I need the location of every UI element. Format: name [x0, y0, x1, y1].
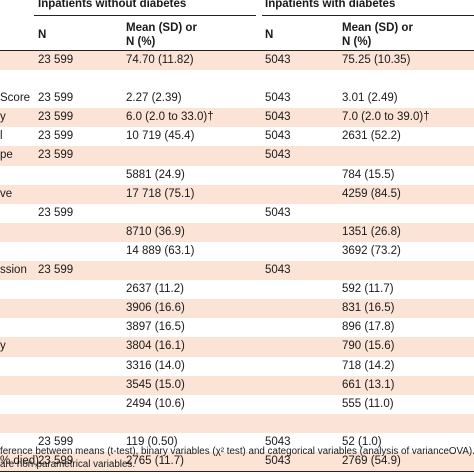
column-headers: N Mean (SD) or N (%) N Mean (SD) or N (%…	[0, 18, 474, 51]
table-row	[0, 70, 474, 89]
cell-n-with: 5043	[265, 92, 291, 105]
cell-value-without: 2.27 (2.39)	[126, 92, 182, 105]
cell-n-with: 5043	[265, 454, 291, 467]
cell-value-with: 661 (13.1)	[342, 378, 395, 391]
cell-value-without: 10 719 (45.4)	[126, 130, 195, 143]
cell-n-with: 5043	[265, 54, 291, 66]
group-title-without-diabetes: Inpatients without diabetes	[38, 0, 187, 10]
cell-value-with: 75.25 (10.35)	[342, 54, 411, 66]
footnote-2: are non-parametrical variables.	[0, 459, 136, 470]
cell-n-with: 5043	[265, 264, 291, 277]
table-row: 2637 (11.2) 592 (11.7)	[0, 280, 474, 299]
cell-value-without: 2765 (11.7)	[126, 454, 184, 467]
table-row: 3545 (15.0) 661 (13.1)	[0, 375, 474, 395]
cell-value-with: 2769 (54.9)	[342, 454, 401, 467]
cell-n-without: 23 599	[38, 130, 74, 143]
cell-value-with: 7.0 (2.0 to 39.0)†	[342, 111, 430, 124]
table-row: pe 23 599 5043	[0, 146, 474, 166]
cell-value-without: 6.0 (2.0 to 33.0)†	[126, 111, 214, 124]
col-header-mean-with-line2: N (%)	[342, 36, 372, 48]
table-row	[0, 413, 474, 433]
table-row: 3316 (14.0) 718 (14.2)	[0, 357, 474, 376]
cell-value-without: 74.70 (11.82)	[126, 54, 194, 66]
col-header-n-with: N	[265, 29, 274, 41]
cell-value-with: 784 (15.5)	[342, 168, 395, 181]
cell-n-without: 23 599	[38, 206, 74, 219]
row-label: ssion	[0, 264, 27, 277]
table-row: ve 17 718 (75.1) 4259 (84.5)	[0, 184, 474, 204]
table-row: 8710 (36.9) 1351 (26.8)	[0, 222, 474, 242]
cell-value-with: 555 (11.0)	[342, 397, 394, 410]
cell-n-with: 5043	[265, 435, 291, 448]
row-label: l	[0, 130, 3, 143]
bottom-rule	[0, 471, 474, 473]
cell-value-with: 3.01 (2.49)	[342, 92, 398, 105]
cell-value-with: 3692 (73.2)	[342, 244, 401, 257]
group-rule-with	[262, 15, 474, 16]
cell-value-with: 2631 (52.2)	[342, 130, 401, 143]
row-label: ve	[0, 187, 13, 200]
cell-value-without: 17 718 (75.1)	[126, 187, 195, 200]
cell-value-without: 3897 (16.5)	[126, 321, 185, 334]
cell-value-without: 2637 (11.2)	[126, 283, 184, 296]
cell-value-without: 3316 (14.0)	[126, 359, 185, 372]
cell-value-without: 5881 (24.9)	[126, 168, 185, 181]
row-label: y	[0, 340, 6, 353]
cell-value-with: 592 (11.7)	[342, 283, 394, 296]
cell-n-without: 23 599	[38, 54, 74, 66]
cell-n-without: 23 599	[38, 435, 74, 448]
table-row: 3897 (16.5) 896 (17.8)	[0, 318, 474, 337]
cell-value-without: 14 889 (63.1)	[126, 244, 195, 257]
table-row: 2494 (10.6) 555 (11.0)	[0, 395, 474, 414]
cell-n-without: 23 599	[38, 264, 74, 277]
cell-n-with: 5043	[265, 130, 291, 143]
cell-value-with: 896 (17.8)	[342, 321, 395, 334]
row-label: y	[0, 111, 6, 124]
cell-value-with: 831 (16.5)	[342, 302, 395, 315]
group-title-with-diabetes: Inpatients with diabetes	[265, 0, 396, 10]
cell-value-with: 790 (15.6)	[342, 340, 395, 353]
cell-value-without: 119 (0.50)	[126, 435, 178, 448]
table-row: 14 889 (63.1) 3692 (73.2)	[0, 242, 474, 261]
table-row: y 3804 (16.1) 790 (15.6)	[0, 337, 474, 357]
col-header-mean-without-line1: Mean (SD) or	[126, 22, 197, 34]
cell-n-with: 5043	[265, 206, 291, 219]
row-label: % died)	[0, 454, 39, 467]
cell-value-without: 8710 (36.9)	[126, 225, 185, 238]
table-row: 3906 (16.6) 831 (16.5)	[0, 299, 474, 319]
table-row: Score 23 599 2.27 (2.39) 5043 3.01 (2.49)	[0, 89, 474, 108]
cell-n-with: 5043	[265, 111, 291, 124]
group-header: Inpatients without diabetes Inpatients w…	[0, 0, 474, 16]
table-row: y 23 599 6.0 (2.0 to 33.0)† 5043 7.0 (2.0 to…	[0, 108, 474, 128]
table-row: 23 599 5043	[0, 204, 474, 223]
col-header-n-without: N	[38, 29, 47, 41]
cell-n-without: 23 599	[38, 149, 74, 162]
cell-n-without: 23 599	[38, 454, 74, 467]
table-body: 23 599 74.70 (11.82) 5043 75.25 (10.35) Scor…	[0, 51, 474, 472]
row-label: Score	[0, 92, 31, 105]
group-rule-without	[34, 15, 256, 16]
table-row: ssion 23 599 5043	[0, 261, 474, 281]
cell-value-without: 3545 (15.0)	[126, 378, 185, 391]
cell-value-with: 52 (1.0)	[342, 435, 382, 448]
col-header-mean-without-line2: N (%)	[126, 36, 156, 48]
cell-value-with: 1351 (26.8)	[342, 225, 401, 238]
cell-n-without: 23 599	[38, 111, 74, 124]
cell-n-with: 5043	[265, 149, 291, 162]
cell-value-without: 3906 (16.6)	[126, 302, 185, 315]
cell-value-with: 4259 (84.5)	[342, 187, 401, 200]
row-label: pe	[0, 149, 13, 162]
table-row: 5881 (24.9) 784 (15.5)	[0, 166, 474, 185]
cell-value-without: 2494 (10.6)	[126, 397, 185, 410]
footnote-1: ference between means (t-test), binary v…	[0, 446, 474, 457]
cell-n-without: 23 599	[38, 92, 74, 105]
table-row: 23 599 119 (0.50) 5043 52 (1.0)	[0, 433, 474, 452]
col-header-mean-with-line1: Mean (SD) or	[342, 22, 413, 34]
table-row: 23 599 74.70 (11.82) 5043 75.25 (10.35)	[0, 51, 474, 71]
table-row: l 23 599 10 719 (45.4) 5043 2631 (52.2)	[0, 127, 474, 146]
cell-value-without: 3804 (16.1)	[126, 340, 185, 353]
table-row: % died) 23 599 2765 (11.7) 5043 2769 (54.9)	[0, 451, 474, 472]
cell-value-with: 718 (14.2)	[342, 359, 395, 372]
